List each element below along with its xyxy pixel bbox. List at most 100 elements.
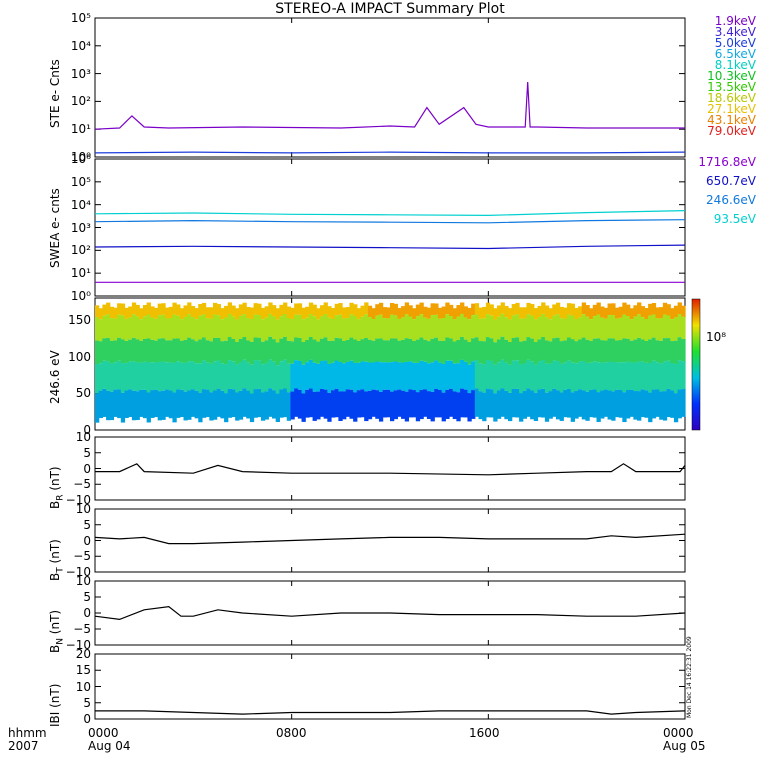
heatmap-cell-39-3 <box>238 362 244 391</box>
heatmap-cell-42-0 <box>249 307 255 320</box>
heatmap-cell-155-2 <box>666 338 671 361</box>
heatmap-cell-64-0 <box>331 308 336 319</box>
heatmap-cell-157-1 <box>673 317 679 341</box>
heatmap-cell-106-4 <box>485 388 491 418</box>
heatmap-cell-103-3 <box>474 359 480 389</box>
heatmap-cell-94-3 <box>441 363 446 393</box>
y-tick-label-4-4: −10 <box>65 565 91 579</box>
heatmap-cell-4-1 <box>109 318 115 341</box>
heatmap-cell-156-4 <box>670 390 675 418</box>
heatmap-cell-103-0 <box>474 303 480 315</box>
heatmap-cell-118-4 <box>530 390 535 420</box>
heatmap-cell-33-1 <box>216 315 221 338</box>
heatmap-cell-153-4 <box>659 391 664 420</box>
x-tick-0-bottom: Aug 04 <box>88 739 131 753</box>
heatmap-cell-10-2 <box>131 337 137 362</box>
heatmap-cell-125-3 <box>555 361 561 391</box>
heatmap-cell-100-0 <box>463 306 469 318</box>
heatmap-cell-39-0 <box>238 304 244 316</box>
heatmap-cell-52-2 <box>286 340 292 364</box>
heatmap-cell-10-1 <box>131 314 137 338</box>
heatmap-cell-85-3 <box>408 361 413 390</box>
heatmap-cell-94-0 <box>441 306 446 319</box>
heatmap-cell-55-0 <box>297 303 303 315</box>
heatmap-cell-27-1 <box>194 319 199 342</box>
heatmap-cell-133-1 <box>585 316 590 340</box>
heatmap-cell-55-1 <box>297 314 303 338</box>
heatmap-cell-124-4 <box>552 388 557 417</box>
heatmap-cell-27-2 <box>194 341 199 364</box>
heatmap-cell-78-4 <box>382 389 387 418</box>
heatmap-cell-4-0 <box>109 306 115 319</box>
heatmap-cell-154-3 <box>662 361 668 392</box>
heatmap-cell-63-0 <box>327 306 332 318</box>
heatmap-cell-80-3 <box>390 362 395 392</box>
heatmap-cell-75-3 <box>371 362 376 390</box>
heatmap-cell-56-0 <box>301 307 306 320</box>
heatmap-cell-131-2 <box>578 339 583 362</box>
heatmap-cell-122-3 <box>544 363 550 393</box>
heatmap-cell-48-2 <box>272 339 277 362</box>
heatmap-cell-44-1 <box>257 315 262 338</box>
heatmap-cell-8-3 <box>124 362 129 391</box>
heatmap-cell-148-2 <box>640 339 646 362</box>
heatmap-cell-61-2 <box>319 338 325 362</box>
heatmap-cell-99-4 <box>460 388 465 418</box>
heatmap-cell-118-3 <box>530 361 535 391</box>
heatmap-cell-30-0 <box>205 307 210 319</box>
heatmap-cell-79-3 <box>386 362 391 390</box>
heatmap-cell-1-0 <box>98 308 103 320</box>
heatmap-cell-44-3 <box>257 360 262 389</box>
heatmap-cell-155-3 <box>666 360 671 389</box>
heatmap-cell-95-2 <box>445 337 450 361</box>
heatmap-cell-46-3 <box>264 362 269 392</box>
heatmap-cell-55-4 <box>297 389 303 419</box>
heatmap-cell-60-0 <box>316 308 321 320</box>
heatmap-cell-103-1 <box>474 314 480 338</box>
heatmap-cell-140-2 <box>611 338 616 363</box>
heatmap-cell-102-2 <box>471 338 476 362</box>
heatmap-cell-32-4 <box>213 390 218 420</box>
heatmap-cell-136-0 <box>596 302 601 315</box>
heatmap-cell-4-4 <box>109 391 115 421</box>
heatmap-cell-151-3 <box>651 360 657 390</box>
heatmap-cell-53-3 <box>290 363 295 392</box>
heatmap-cell-94-1 <box>441 318 446 341</box>
heatmap-cell-9-2 <box>128 339 133 362</box>
heatmap-cell-71-2 <box>356 340 362 363</box>
heatmap-cell-119-2 <box>533 341 539 365</box>
heatmap-cell-123-4 <box>548 391 553 419</box>
heatmap-cell-125-0 <box>555 302 561 315</box>
plot-title: STEREO-A IMPACT Summary Plot <box>275 1 505 17</box>
heatmap-cell-156-0 <box>670 308 675 320</box>
heatmap-cell-25-0 <box>187 302 192 315</box>
heatmap-cell-113-1 <box>511 315 516 338</box>
heatmap-cell-14-4 <box>146 392 151 423</box>
heatmap-cell-149-0 <box>644 308 649 320</box>
heatmap-cell-149-4 <box>644 390 649 418</box>
heatmap-cell-33-3 <box>216 360 221 389</box>
heatmap-cell-35-3 <box>224 364 229 394</box>
heatmap-cell-129-1 <box>570 315 575 340</box>
heatmap-cell-30-1 <box>205 318 210 341</box>
heatmap-cell-125-4 <box>555 390 561 420</box>
heatmap-cell-133-0 <box>585 305 590 317</box>
heatmap-cell-140-3 <box>611 362 616 392</box>
heatmap-cell-117-4 <box>526 388 531 417</box>
heatmap-cell-57-0 <box>305 306 310 318</box>
heatmap-cell-97-0 <box>452 308 457 320</box>
heatmap-cell-37-0 <box>231 305 236 317</box>
heatmap-cell-76-4 <box>375 390 380 419</box>
y-tick-label-2-1: 50 <box>75 386 91 401</box>
heatmap-cell-68-1 <box>345 318 351 341</box>
heatmap-cell-133-2 <box>585 339 590 363</box>
heatmap-cell-58-3 <box>308 359 314 389</box>
heatmap-cell-145-0 <box>629 308 634 320</box>
heatmap-cell-74-0 <box>367 305 373 318</box>
heatmap-cell-65-1 <box>334 315 339 338</box>
heatmap-cell-40-0 <box>242 302 247 315</box>
heatmap-cell-139-1 <box>607 315 612 339</box>
heatmap-cell-129-2 <box>570 339 575 363</box>
heatmap-cell-112-3 <box>508 364 513 393</box>
heatmap-cell-39-2 <box>238 338 244 363</box>
